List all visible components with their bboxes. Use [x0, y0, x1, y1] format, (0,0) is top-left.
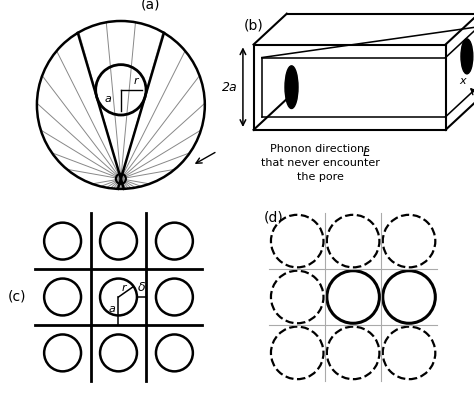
Text: δ: δ — [138, 282, 146, 294]
Text: (b): (b) — [244, 19, 264, 32]
Text: a: a — [104, 94, 111, 105]
Text: L: L — [363, 146, 370, 159]
Text: a: a — [109, 304, 115, 314]
Text: r: r — [121, 284, 126, 293]
Text: 2a: 2a — [222, 81, 237, 94]
Ellipse shape — [285, 66, 298, 109]
Text: (c): (c) — [8, 290, 26, 304]
Text: r: r — [134, 76, 138, 86]
Text: (d): (d) — [264, 210, 283, 225]
Text: (a): (a) — [140, 0, 160, 11]
Text: Phonon directions: Phonon directions — [270, 144, 370, 154]
Text: the pore: the pore — [297, 173, 343, 183]
Ellipse shape — [461, 39, 473, 74]
Text: that never encounter: that never encounter — [261, 158, 379, 168]
Text: x: x — [460, 76, 466, 86]
